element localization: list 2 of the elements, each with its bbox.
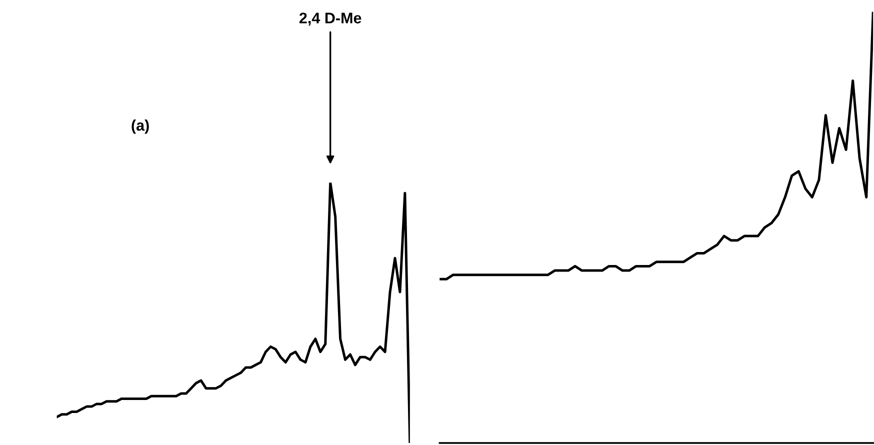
text: (a) xyxy=(132,120,149,134)
text: 2,4 D-Me xyxy=(299,12,362,26)
